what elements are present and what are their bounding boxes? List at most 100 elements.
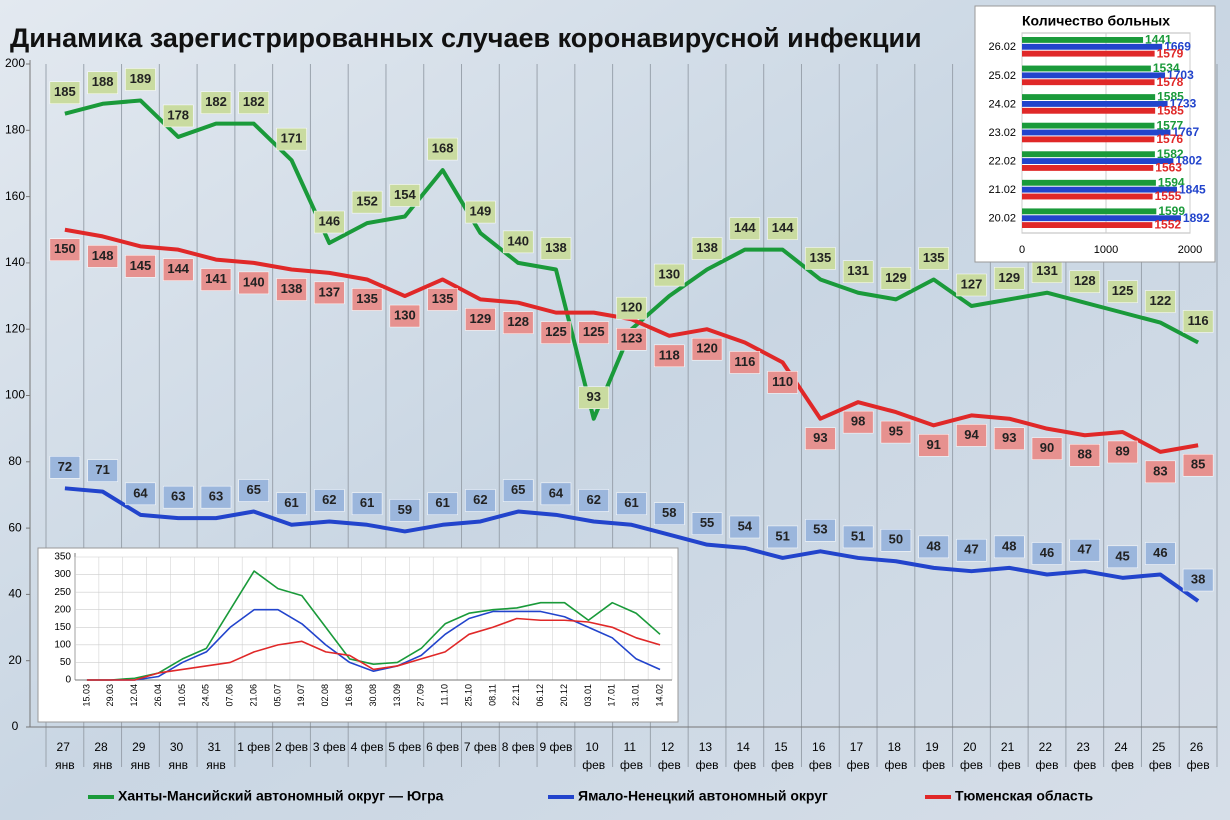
- label-box: [389, 184, 421, 207]
- data-label: 88: [1078, 447, 1092, 462]
- x-tick-label: 15 фев: [771, 740, 794, 772]
- data-label: 137: [318, 284, 340, 299]
- y-tick-label: 80: [8, 454, 22, 468]
- label-box: [691, 237, 723, 260]
- data-label: 61: [624, 495, 638, 510]
- data-label: 53: [813, 522, 827, 537]
- x-tick-label: 13.09: [392, 684, 402, 707]
- data-label: 138: [696, 240, 718, 255]
- y-tick-label: 200: [54, 604, 71, 615]
- data-label: 127: [961, 276, 983, 291]
- bar: [1022, 43, 1163, 50]
- y-tick-label: 150: [54, 622, 71, 633]
- series-line: [86, 570, 661, 681]
- legend-label: Ханты-Мансийский автономный округ — Югра: [118, 788, 444, 804]
- x-tick-label: 14 фев: [733, 740, 756, 772]
- x-tick-label: 07.06: [225, 684, 235, 707]
- label-box: [767, 371, 798, 394]
- label-box: [993, 267, 1025, 290]
- bar: [1022, 186, 1177, 193]
- label-box: [276, 492, 307, 516]
- y-tick-label: 50: [60, 657, 72, 668]
- label-box: [465, 308, 496, 331]
- x-tick-label: 12 фев: [658, 740, 681, 772]
- legend: Ханты-Мансийский автономный округ — Югра…: [88, 788, 1094, 804]
- data-label: 63: [171, 489, 185, 504]
- bar: [1022, 37, 1144, 43]
- label-box: [49, 238, 81, 261]
- label-box: [502, 479, 534, 502]
- bar: [1022, 122, 1155, 129]
- x-tick-label: 4 фев: [351, 740, 384, 754]
- label-box: [200, 268, 232, 291]
- label-box: [691, 512, 723, 535]
- label-box: [1145, 290, 1176, 313]
- label-box: [691, 337, 723, 361]
- x-tick-label: 18 фев: [884, 740, 907, 772]
- y-tick-label: 60: [8, 520, 22, 534]
- label-box: [880, 420, 912, 444]
- data-label: 93: [1002, 430, 1016, 445]
- data-label: 146: [318, 213, 340, 228]
- data-label: 45: [1115, 548, 1129, 563]
- x-tick-label: 19 фев: [922, 740, 945, 772]
- label-box: [49, 456, 81, 479]
- data-label: 128: [507, 314, 529, 329]
- data-label: 131: [1036, 263, 1058, 278]
- x-tick-label: 05.07: [272, 684, 282, 707]
- y-tick-label: 160: [5, 189, 25, 203]
- label-box: [1145, 542, 1176, 565]
- label-box: [125, 482, 156, 506]
- data-label: 128: [1074, 273, 1096, 288]
- data-label: 1579: [1157, 46, 1184, 60]
- data-label: 129: [885, 270, 907, 285]
- data-label: 131: [847, 263, 869, 278]
- data-label: 135: [810, 250, 832, 265]
- label-box: [654, 263, 685, 287]
- data-label: 65: [247, 482, 261, 497]
- x-tick-label: 8 фев: [502, 740, 535, 754]
- data-label: 64: [549, 485, 564, 500]
- data-label: 1802: [1175, 154, 1202, 168]
- label-box: [427, 137, 458, 161]
- label-box: [1182, 568, 1214, 592]
- data-label: 125: [1112, 283, 1134, 298]
- label-box: [427, 288, 458, 311]
- data-label: 123: [621, 331, 643, 346]
- data-label: 1599: [1158, 204, 1185, 218]
- label-box: [956, 273, 987, 297]
- data-label: 138: [545, 240, 567, 255]
- bar: [1022, 208, 1157, 215]
- bar: [1022, 94, 1156, 100]
- label-box: [880, 267, 912, 290]
- x-tick-label: 11.10: [440, 684, 450, 706]
- data-label: 61: [284, 495, 298, 510]
- data-label: 1733: [1170, 97, 1197, 111]
- y-tick-label: 100: [54, 639, 71, 650]
- label-box: [351, 492, 383, 516]
- label-box: [465, 200, 496, 224]
- x-tick-label: 25.10: [463, 684, 473, 707]
- y-tick-label: 40: [8, 587, 22, 601]
- x-tick-label: 2 фев: [275, 740, 308, 754]
- data-label: 62: [473, 492, 487, 507]
- data-label: 1441: [1145, 33, 1172, 47]
- x-tick-label: 3 фев: [313, 740, 346, 754]
- data-label: 130: [658, 266, 680, 281]
- data-label: 135: [923, 250, 945, 265]
- x-tick-label: 14.02: [654, 684, 664, 707]
- data-label: 154: [394, 187, 416, 202]
- label-box: [880, 529, 912, 552]
- data-label: 116: [734, 354, 755, 369]
- label-box: [87, 459, 118, 482]
- legend-label: Тюменская область: [955, 788, 1094, 804]
- bar: [1022, 72, 1166, 79]
- data-label: 168: [432, 141, 454, 156]
- x-tick-label: 20.12: [559, 684, 569, 707]
- label-box: [578, 386, 609, 409]
- data-label: 46: [1040, 545, 1054, 560]
- data-label: 64: [133, 485, 148, 500]
